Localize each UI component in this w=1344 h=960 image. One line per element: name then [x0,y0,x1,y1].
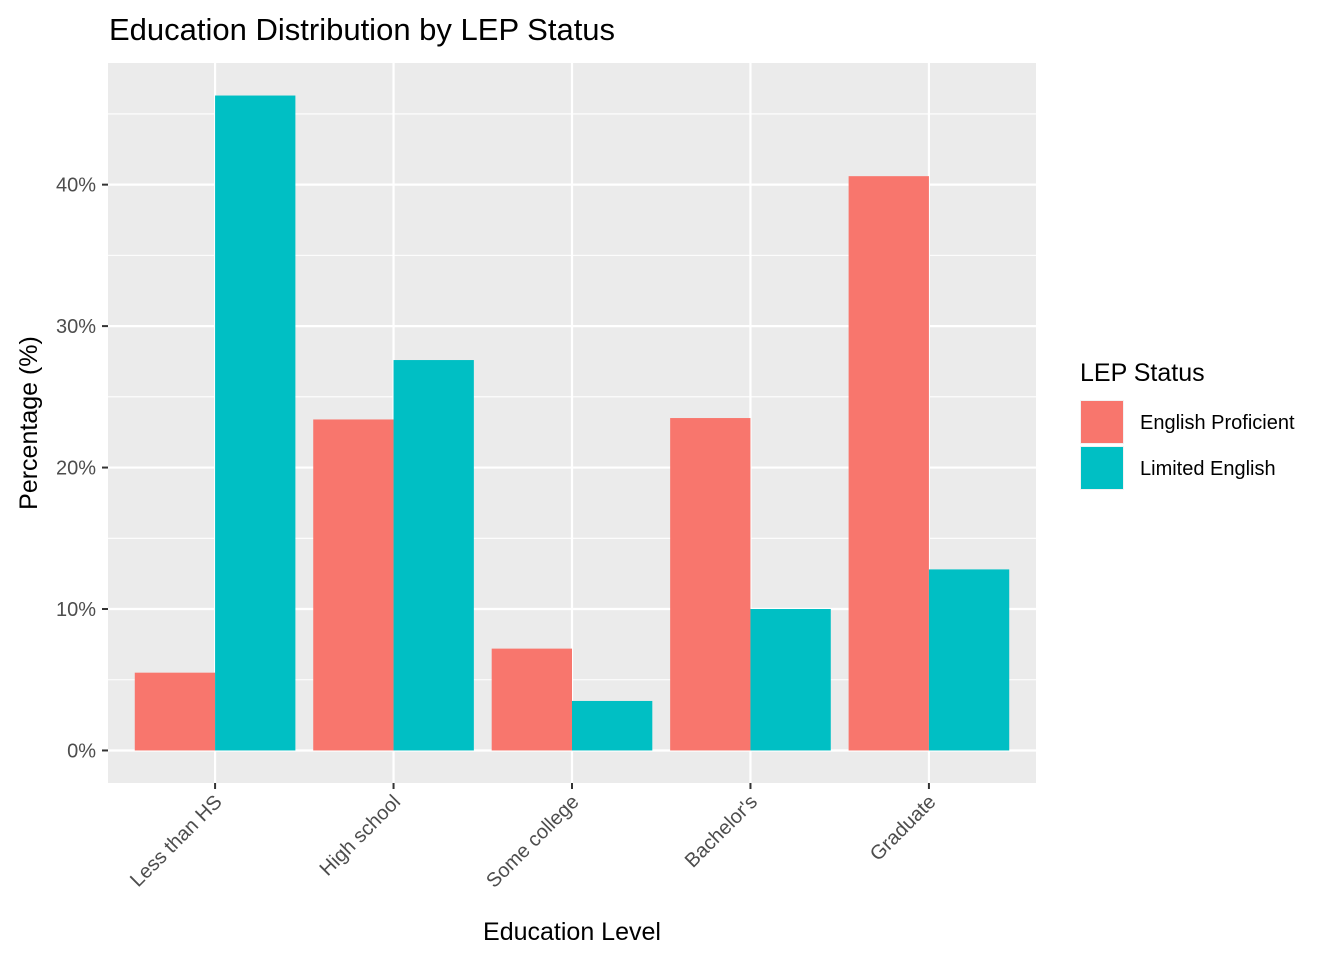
legend-title: LEP Status [1080,359,1205,387]
x-tick-label: Bachelor's [681,791,762,872]
bar [215,95,296,751]
legend-swatch [1081,447,1123,489]
bar [491,648,572,751]
y-axis: 0% 10% 20% 30% 40% [56,175,108,762]
bar [572,700,653,751]
x-tick-label: High school [316,791,405,880]
y-tick-label: 0% [67,740,96,762]
chart-title: Education Distribution by LEP Status [109,12,615,47]
x-tick-label: Graduate [866,791,941,866]
legend: LEP Status English Proficient Limited Eng… [1080,359,1295,490]
bar [393,360,474,751]
bars [134,95,1010,751]
x-tick-label: Some college [482,791,583,892]
bar [134,672,216,751]
x-tick-label: Less than HS [126,791,226,891]
x-axis: Less than HS High school Some college Bache… [126,783,940,892]
bar [313,419,394,751]
y-tick-label: 10% [56,599,96,621]
y-axis-title: Percentage (%) [15,336,43,510]
bar [848,176,929,751]
legend-swatch [1081,401,1123,443]
y-tick-label: 30% [56,316,96,338]
x-axis-title: Education Level [483,918,661,946]
bar [670,418,751,751]
bar [928,569,1010,751]
y-tick-label: 20% [56,458,96,480]
y-tick-label: 40% [56,175,96,197]
legend-label: Limited English [1140,458,1276,480]
bar [750,609,831,751]
legend-label: English Proficient [1140,412,1295,434]
